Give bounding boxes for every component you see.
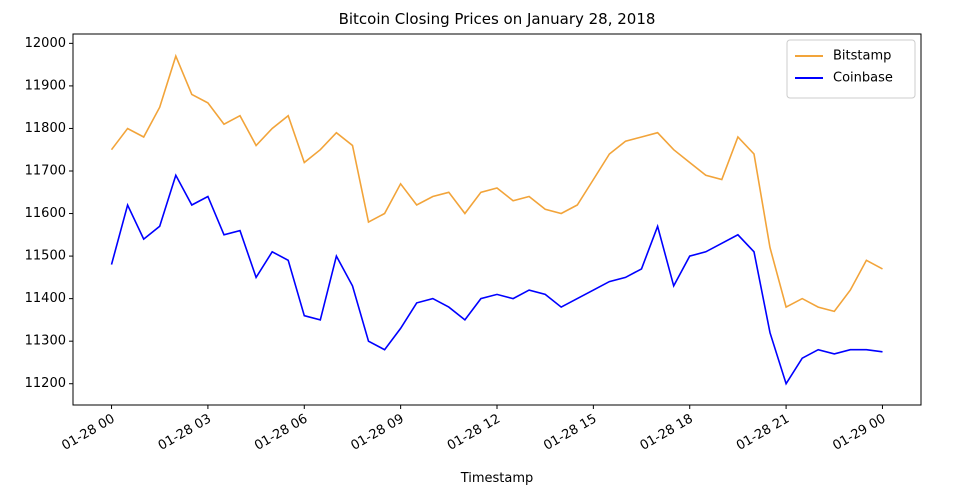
x-tick-label: 01-28 09 xyxy=(349,411,407,453)
y-tick-label: 11300 xyxy=(25,334,66,349)
x-tick-label: 01-28 18 xyxy=(638,411,696,453)
series-line xyxy=(110,173,883,386)
x-tick-label: 01-29 00 xyxy=(830,411,888,453)
y-tick-label: 11600 xyxy=(25,206,66,221)
y-tick-label: 11200 xyxy=(25,376,66,391)
legend-label: Coinbase xyxy=(833,71,893,86)
y-tick-label: 11500 xyxy=(25,249,66,264)
legend-label: Bitstamp xyxy=(833,49,891,64)
x-axis-label: Timestamp xyxy=(460,471,534,486)
x-tick-label: 01-28 12 xyxy=(445,411,503,453)
y-tick-label: 12000 xyxy=(25,36,66,51)
y-tick-label: 11400 xyxy=(25,291,66,306)
plot-frame xyxy=(72,33,922,406)
x-tick-label: 01-28 06 xyxy=(252,411,310,453)
y-tick-label: 11900 xyxy=(25,78,66,93)
chart-title: Bitcoin Closing Prices on January 28, 20… xyxy=(339,10,656,28)
y-tick-label: 11800 xyxy=(25,121,66,136)
x-tick-label: 01-28 15 xyxy=(541,411,599,453)
y-tick-label: 11700 xyxy=(25,163,66,178)
legend: Bitstamp Coinbase xyxy=(786,39,916,99)
x-tick-label: 01-28 03 xyxy=(156,411,214,453)
series-line xyxy=(110,53,883,313)
legend-box xyxy=(786,39,916,99)
x-tick-label: 01-28 00 xyxy=(59,411,117,453)
x-tick-label: 01-28 21 xyxy=(734,411,792,453)
